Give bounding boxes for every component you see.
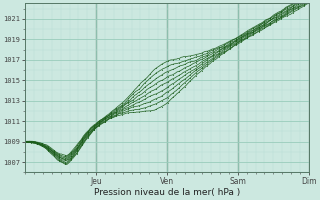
X-axis label: Pression niveau de la mer( hPa ): Pression niveau de la mer( hPa ) bbox=[94, 188, 240, 197]
